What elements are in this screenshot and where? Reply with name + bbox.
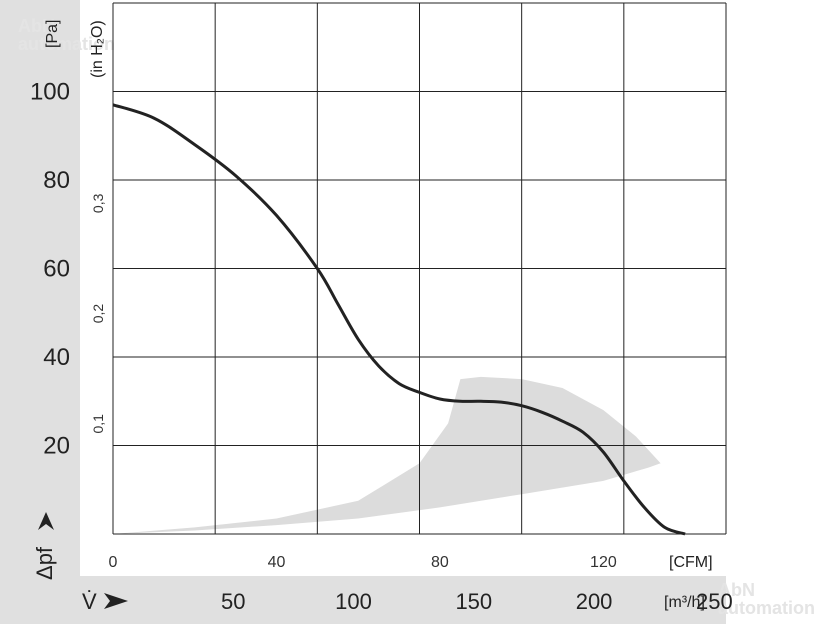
x-axis-band [80, 576, 726, 624]
x2-tick-label: 250 [696, 589, 733, 614]
x-tick-label: 0 [109, 554, 118, 571]
y-axis-band [0, 0, 80, 624]
x2-tick-label: 150 [455, 589, 492, 614]
y-tick-label: 100 [30, 79, 70, 106]
watermark-brand-2: AbN [718, 580, 755, 600]
x-axis-arrow-icon [104, 593, 128, 609]
y2-tick-label: 0,3 [90, 193, 106, 213]
x-unit-m3h: [m³/h] [664, 594, 705, 611]
y-axis-arrow-icon [38, 512, 54, 530]
operating-region [113, 376, 661, 534]
y2-tick-label: 0,2 [90, 304, 106, 324]
y-unit-pa: [Pa] [44, 20, 61, 48]
y-unit-inh2o: (in H₂O) [89, 20, 106, 78]
x-unit-cfm: [CFM] [669, 554, 713, 571]
x-tick-label: 80 [431, 554, 449, 571]
x-tick-label: 120 [590, 554, 617, 571]
y-tick-label: 80 [43, 167, 70, 194]
watermark-sub: automation [18, 34, 115, 54]
grid [112, 2, 727, 535]
x2-tick-label: 50 [221, 589, 245, 614]
x-tick-label: 40 [268, 554, 286, 571]
y-tick-label: 60 [43, 256, 70, 283]
y-tick-label: 20 [43, 433, 70, 460]
x2-tick-label: 200 [576, 589, 613, 614]
x2-tick-label: 100 [335, 589, 372, 614]
axis-ticks: 20 40 60 80 100 0 40 80 120 50 100 150 200 250 0,1 0,2 0… [30, 79, 733, 615]
y-tick-label: 40 [43, 344, 70, 371]
watermark-brand: AbN [18, 16, 55, 36]
y2-tick-label: 0,1 [90, 414, 106, 434]
x-axis-symbol: V̇ [82, 589, 97, 614]
watermark-sub-2: automation [718, 598, 815, 618]
pressure-curve-line [112, 103, 686, 536]
y-axis-symbol: Δpf [32, 546, 57, 580]
